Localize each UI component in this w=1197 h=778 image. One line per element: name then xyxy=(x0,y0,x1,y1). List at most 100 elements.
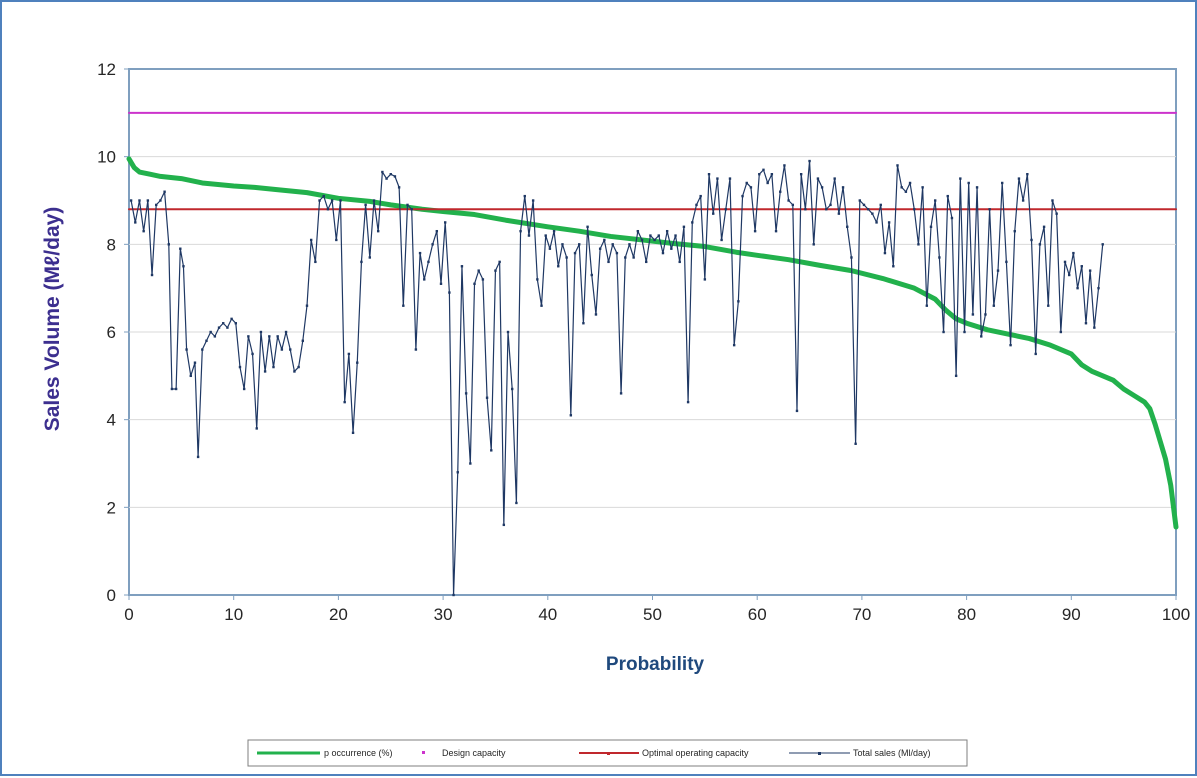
total-sales-marker xyxy=(741,194,744,198)
total-sales-marker xyxy=(1072,251,1075,255)
total-sales-marker xyxy=(259,330,263,334)
y-tick-label: 6 xyxy=(107,323,116,342)
total-sales-marker xyxy=(213,335,217,338)
total-sales-marker xyxy=(787,199,790,202)
total-sales-marker xyxy=(469,462,472,465)
total-sales-marker xyxy=(519,229,522,233)
total-sales-marker xyxy=(1042,225,1046,228)
total-sales-marker xyxy=(611,243,614,246)
total-sales-marker xyxy=(661,251,665,255)
total-sales-marker xyxy=(846,225,849,228)
total-sales-marker xyxy=(481,278,485,281)
total-sales-marker xyxy=(1088,269,1092,272)
total-sales-marker xyxy=(825,208,828,211)
total-sales-marker xyxy=(536,278,539,281)
x-tick-label: 20 xyxy=(329,605,348,624)
total-sales-marker xyxy=(766,181,769,185)
total-sales-marker xyxy=(808,159,811,163)
total-sales-marker xyxy=(967,181,970,185)
total-sales-marker xyxy=(883,251,887,255)
total-sales-marker xyxy=(653,238,656,242)
total-sales-marker xyxy=(427,260,430,264)
total-sales-marker xyxy=(138,199,141,202)
total-sales-marker xyxy=(452,593,455,597)
total-sales-marker xyxy=(1013,229,1016,233)
total-sales-marker xyxy=(443,221,447,224)
total-sales-marker xyxy=(473,282,476,285)
total-sales-marker xyxy=(624,256,627,259)
legend-label-total-sales: Total sales (Ml/day) xyxy=(853,748,931,758)
total-sales-marker xyxy=(506,330,510,334)
legend: p occurrence (%) Design capacity Optimal… xyxy=(247,739,968,767)
total-sales-marker xyxy=(829,203,832,207)
total-sales-marker xyxy=(1068,273,1071,277)
total-sales-marker xyxy=(150,273,154,277)
total-sales-marker xyxy=(189,374,192,378)
legend-item-design-capacity: Design capacity xyxy=(422,748,506,758)
total-sales-marker xyxy=(170,387,174,391)
total-sales-marker xyxy=(134,221,137,224)
total-sales-marker xyxy=(185,348,188,351)
total-sales-marker xyxy=(414,348,418,351)
total-sales-marker xyxy=(255,427,258,430)
total-sales-marker xyxy=(582,322,585,325)
total-sales-marker xyxy=(297,365,300,369)
total-sales-marker xyxy=(272,365,275,369)
total-sales-marker xyxy=(381,170,384,174)
total-sales-marker xyxy=(167,243,170,246)
total-sales-marker xyxy=(289,348,292,351)
total-sales-marker xyxy=(971,313,975,316)
total-sales-marker xyxy=(376,229,380,233)
total-sales-marker xyxy=(460,265,464,268)
total-sales-marker xyxy=(619,392,623,395)
total-sales-marker xyxy=(1063,260,1067,264)
total-sales-marker xyxy=(410,208,413,211)
total-sales-marker xyxy=(385,177,388,180)
total-sales-marker xyxy=(531,199,535,202)
total-sales-marker xyxy=(640,238,644,242)
total-sales-marker xyxy=(682,225,686,228)
total-sales-marker xyxy=(699,194,702,198)
total-sales-marker xyxy=(783,164,786,167)
total-sales-marker xyxy=(552,229,556,233)
total-sales-marker xyxy=(950,216,954,220)
total-sales-marker xyxy=(1017,177,1021,180)
y-tick-label: 10 xyxy=(97,148,116,167)
total-sales-marker xyxy=(174,387,178,391)
total-sales-marker xyxy=(925,304,929,307)
total-sales-marker xyxy=(431,243,434,246)
total-sales-marker xyxy=(209,330,212,334)
total-sales-marker xyxy=(975,186,979,189)
total-sales-marker xyxy=(862,203,866,207)
total-sales-marker xyxy=(603,238,606,242)
total-sales-marker xyxy=(649,234,652,237)
total-sales-marker xyxy=(1084,322,1088,325)
total-sales-marker xyxy=(586,225,589,228)
series-group xyxy=(126,111,1179,597)
total-sales-marker xyxy=(812,243,815,246)
total-sales-marker xyxy=(263,370,267,373)
total-sales-marker xyxy=(406,203,409,207)
total-sales-marker xyxy=(234,322,237,325)
total-sales-marker xyxy=(887,221,891,224)
total-sales-marker xyxy=(485,396,489,399)
total-sales-marker xyxy=(900,186,903,189)
legend-item-optimal-operating-capacity: Optimal operating capacity xyxy=(579,748,749,758)
total-sales-marker xyxy=(196,455,200,459)
y-tick-label: 8 xyxy=(107,235,116,254)
total-sales-marker xyxy=(179,247,182,250)
total-sales-marker xyxy=(908,181,912,185)
total-sales-marker xyxy=(268,335,271,338)
total-sales-marker xyxy=(490,449,493,452)
total-sales-marker xyxy=(511,387,514,391)
total-sales-marker xyxy=(712,212,715,215)
y-tick-label: 0 xyxy=(107,586,116,605)
total-sales-marker xyxy=(636,229,640,233)
total-sales-marker xyxy=(913,208,916,211)
total-sales-marker xyxy=(716,177,719,180)
total-sales-marker xyxy=(569,414,573,417)
total-sales-marker xyxy=(565,256,568,259)
legend-item-p-occurrence: p occurrence (%) xyxy=(257,748,393,758)
total-sales-marker xyxy=(578,243,581,246)
total-sales-marker xyxy=(242,387,246,391)
